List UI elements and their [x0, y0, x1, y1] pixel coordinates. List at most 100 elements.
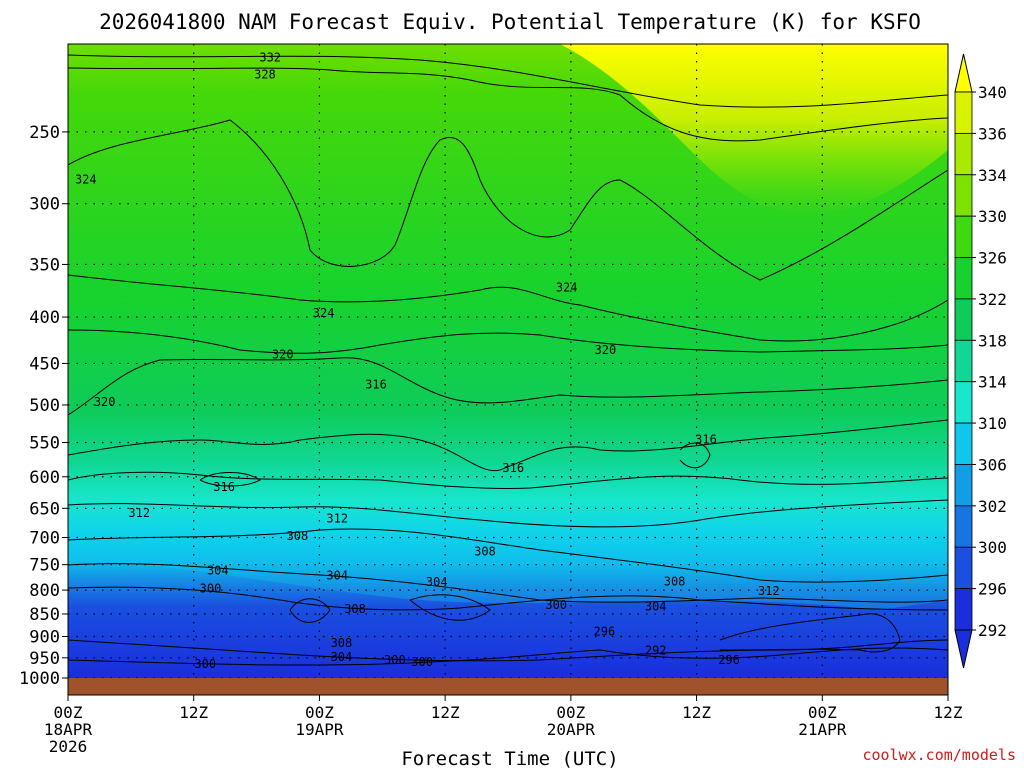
y-tick-label: 750 [29, 556, 60, 576]
contour-line [199, 472, 261, 487]
terrain-strip [68, 678, 948, 695]
colorbar-label: 310 [978, 414, 1007, 433]
contour-label: 324 [313, 306, 335, 320]
contour-label: 300 [411, 655, 433, 669]
x-tick-label: 12Z [179, 703, 208, 722]
contour-label: 320 [595, 343, 617, 357]
colorbar-label: 300 [978, 538, 1007, 557]
contour-label: 304 [326, 569, 348, 583]
contour-line [68, 274, 948, 342]
colorbar: 340 336 334 330 326 322 318 314 310 306 302 300 296 2… [954, 53, 1007, 669]
contour-line [409, 594, 491, 621]
contour-label: 292 [645, 644, 667, 658]
x-tick-label: 20APR [547, 720, 596, 739]
y-tick-label: 950 [29, 649, 60, 669]
colorbar-label: 322 [978, 290, 1007, 309]
contour-line [68, 419, 948, 472]
colorbar-label: 306 [978, 455, 1007, 474]
contour-label: 300 [200, 582, 222, 596]
contour-label: 300 [194, 657, 216, 671]
colorbar-label: 318 [978, 331, 1007, 350]
colorbar-label: 336 [978, 124, 1007, 143]
colorbar-segment [954, 422, 973, 465]
x-tick-label: 12Z [682, 703, 711, 722]
colorbar-top-arrow [954, 53, 973, 93]
x-tick-label: 12Z [934, 703, 963, 722]
cold-boundary-layer [68, 560, 948, 678]
colorbar-segment [954, 546, 973, 590]
x-tick-label: 21APR [798, 720, 847, 739]
contour-label: 324 [556, 280, 578, 294]
y-tick-label: 450 [29, 354, 60, 374]
colorbar-segment [954, 339, 973, 383]
contour-line [68, 471, 948, 489]
contour-label: 332 [259, 51, 281, 65]
contour-label: 328 [254, 67, 276, 81]
colorbar-segment [954, 174, 973, 217]
colorbar-label: 326 [978, 249, 1007, 268]
y-tick-label: 300 [29, 195, 60, 215]
x-tick-label: 00Z [556, 703, 585, 722]
y-axis: 2503003504004505005506006507007508008509… [19, 123, 68, 689]
contour-label: 308 [287, 529, 309, 543]
colorbar-label: 330 [978, 207, 1007, 226]
contour-label: 320 [272, 348, 294, 362]
contour-label: 316 [213, 480, 235, 494]
contour-label: 316 [365, 378, 387, 392]
plot-frame [67, 43, 949, 696]
chart-title: 2026041800 NAM Forecast Equiv. Potential… [99, 10, 921, 34]
contour-label: 316 [502, 461, 524, 475]
colorbar-label: 314 [978, 373, 1007, 392]
contour-label: 312 [326, 511, 348, 525]
colorbar-segment [954, 464, 973, 507]
y-tick-label: 800 [29, 581, 60, 601]
contour-line [68, 329, 948, 354]
contour-line [68, 499, 948, 528]
y-tick-label: 600 [29, 468, 60, 488]
plot-area: 332 328 324 324 324 320 320 320 316 316 316 316 312 3… [68, 44, 948, 678]
colorbar-segment [954, 132, 973, 176]
contour-label: 312 [758, 584, 780, 598]
x-tick-label: 18APR [44, 720, 93, 739]
colorbar-segment [954, 298, 973, 341]
contour-label: 316 [695, 433, 717, 447]
y-tick-label: 900 [29, 627, 60, 647]
contour-label: 320 [94, 395, 116, 409]
contour-label: 296 [594, 625, 616, 639]
contour-line [68, 647, 948, 666]
contour-line [68, 357, 948, 416]
contour-line [289, 598, 331, 623]
contour-line [68, 54, 948, 108]
contour-line [719, 613, 901, 653]
contour-label: 296 [718, 653, 740, 667]
contour-label: 308 [664, 575, 686, 589]
contour-line [68, 67, 948, 142]
colorbar-segment [954, 91, 973, 134]
x-tick-label: 19APR [295, 720, 344, 739]
x-tick-label: 12Z [431, 703, 460, 722]
contour-label: 300 [545, 598, 567, 612]
credit-text: coolwx.com/models [862, 746, 1016, 764]
gridlines [68, 44, 948, 678]
warm-air-tongue [560, 44, 948, 215]
x-tick-label: 2026 [49, 737, 88, 756]
contour-label: 312 [128, 506, 150, 520]
colorbar-bottom-arrow [954, 629, 973, 669]
colorbar-label: 292 [978, 621, 1007, 640]
y-tick-label: 550 [29, 433, 60, 453]
contour-label: 308 [344, 602, 366, 616]
contour-lines [68, 54, 948, 666]
y-tick-label: 650 [29, 499, 60, 519]
contour-line [68, 119, 948, 281]
x-tick-label: 00Z [54, 703, 83, 722]
y-tick-label: 700 [29, 528, 60, 548]
y-tick-label: 350 [29, 255, 60, 275]
contour-label: 304 [331, 650, 353, 664]
colorbar-segment [954, 381, 973, 424]
y-tick-label: 250 [29, 123, 60, 143]
colorbar-label: 296 [978, 580, 1007, 599]
x-tick-label: 00Z [808, 703, 837, 722]
contour-label: 324 [75, 172, 97, 186]
colorbar-segment [954, 257, 973, 300]
